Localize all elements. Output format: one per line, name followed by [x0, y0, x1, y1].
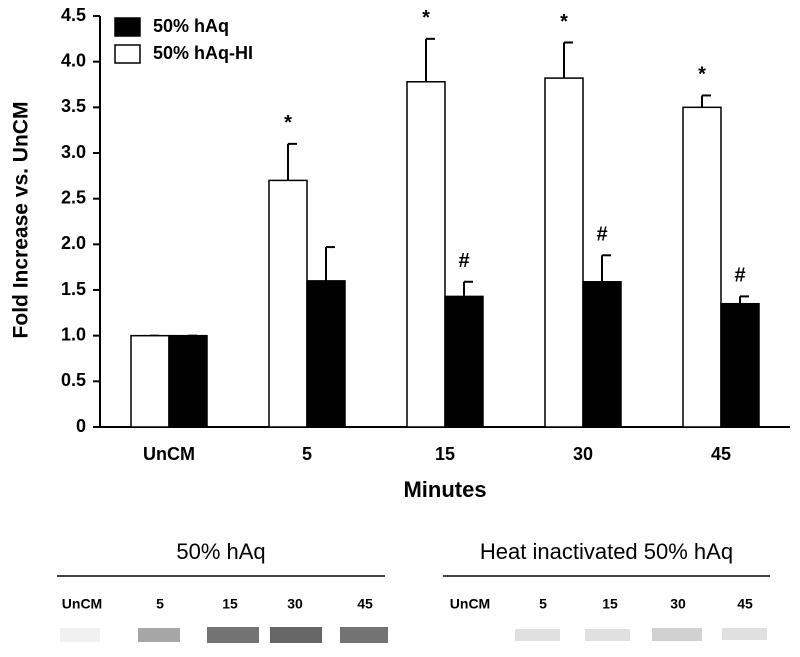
y-tick-label: 0.5	[61, 370, 86, 390]
bar	[406, 81, 446, 428]
bar	[168, 334, 208, 428]
annotation: #	[734, 265, 745, 287]
bar	[444, 295, 484, 428]
annotation: *	[284, 112, 292, 134]
bar	[268, 179, 308, 428]
blot-band	[585, 629, 630, 641]
y-tick-label: 4.0	[61, 50, 86, 70]
annotation: *	[698, 64, 706, 86]
y-axis-label: Fold Increase vs. UnCM	[10, 102, 33, 339]
y-tick-label: 3.0	[61, 142, 86, 162]
x-tick-label: 30	[573, 444, 593, 464]
blot-panel	[57, 575, 770, 643]
blot-band	[722, 628, 767, 640]
bar	[306, 280, 346, 428]
blot-title: Heat inactivated 50% hAq	[480, 539, 733, 564]
legend-label: 50% hAq-HI	[153, 43, 253, 63]
lane-label: 5	[156, 596, 164, 612]
lane-label: 15	[602, 596, 618, 612]
bar	[130, 334, 170, 428]
bar	[720, 302, 760, 428]
y-tick-label: 4.5	[61, 5, 86, 25]
legend-swatch	[114, 44, 141, 64]
blot-band	[60, 628, 100, 642]
x-tick-label: 45	[711, 444, 731, 464]
y-tick-label: 1.0	[61, 324, 86, 344]
blot-band	[270, 627, 322, 643]
annotation: #	[596, 224, 607, 246]
legend-label: 50% hAq	[153, 16, 229, 36]
bar	[582, 281, 622, 428]
y-tick-label: 2.0	[61, 233, 86, 253]
y-tick-label: 2.5	[61, 187, 86, 207]
lane-label: 15	[222, 596, 238, 612]
x-tick-label: 5	[302, 444, 312, 464]
blot-band	[138, 628, 180, 642]
annotation: *	[560, 11, 568, 33]
x-axis-label: Minutes	[403, 477, 486, 502]
x-tick-label: UnCM	[143, 444, 195, 464]
lane-label: 5	[539, 596, 547, 612]
lane-label: 30	[287, 596, 303, 612]
bar	[682, 106, 722, 428]
blot-band	[652, 628, 702, 641]
bar	[544, 77, 584, 428]
annotation: #	[458, 250, 469, 272]
lane-label: UnCM	[450, 596, 490, 612]
legend-swatch	[114, 17, 141, 37]
y-tick-label: 1.5	[61, 279, 86, 299]
blot-title: 50% hAq	[176, 539, 265, 564]
annotation: *	[422, 7, 430, 29]
x-tick-label: 15	[435, 444, 455, 464]
blot-band	[340, 627, 388, 643]
lane-label: 45	[357, 596, 373, 612]
y-tick-label: 0	[76, 416, 86, 436]
blot-band	[207, 627, 259, 643]
lane-label: 45	[737, 596, 753, 612]
blot-band	[515, 629, 560, 641]
lane-label: 30	[670, 596, 686, 612]
y-tick-label: 3.5	[61, 96, 86, 116]
lane-label: UnCM	[62, 596, 102, 612]
